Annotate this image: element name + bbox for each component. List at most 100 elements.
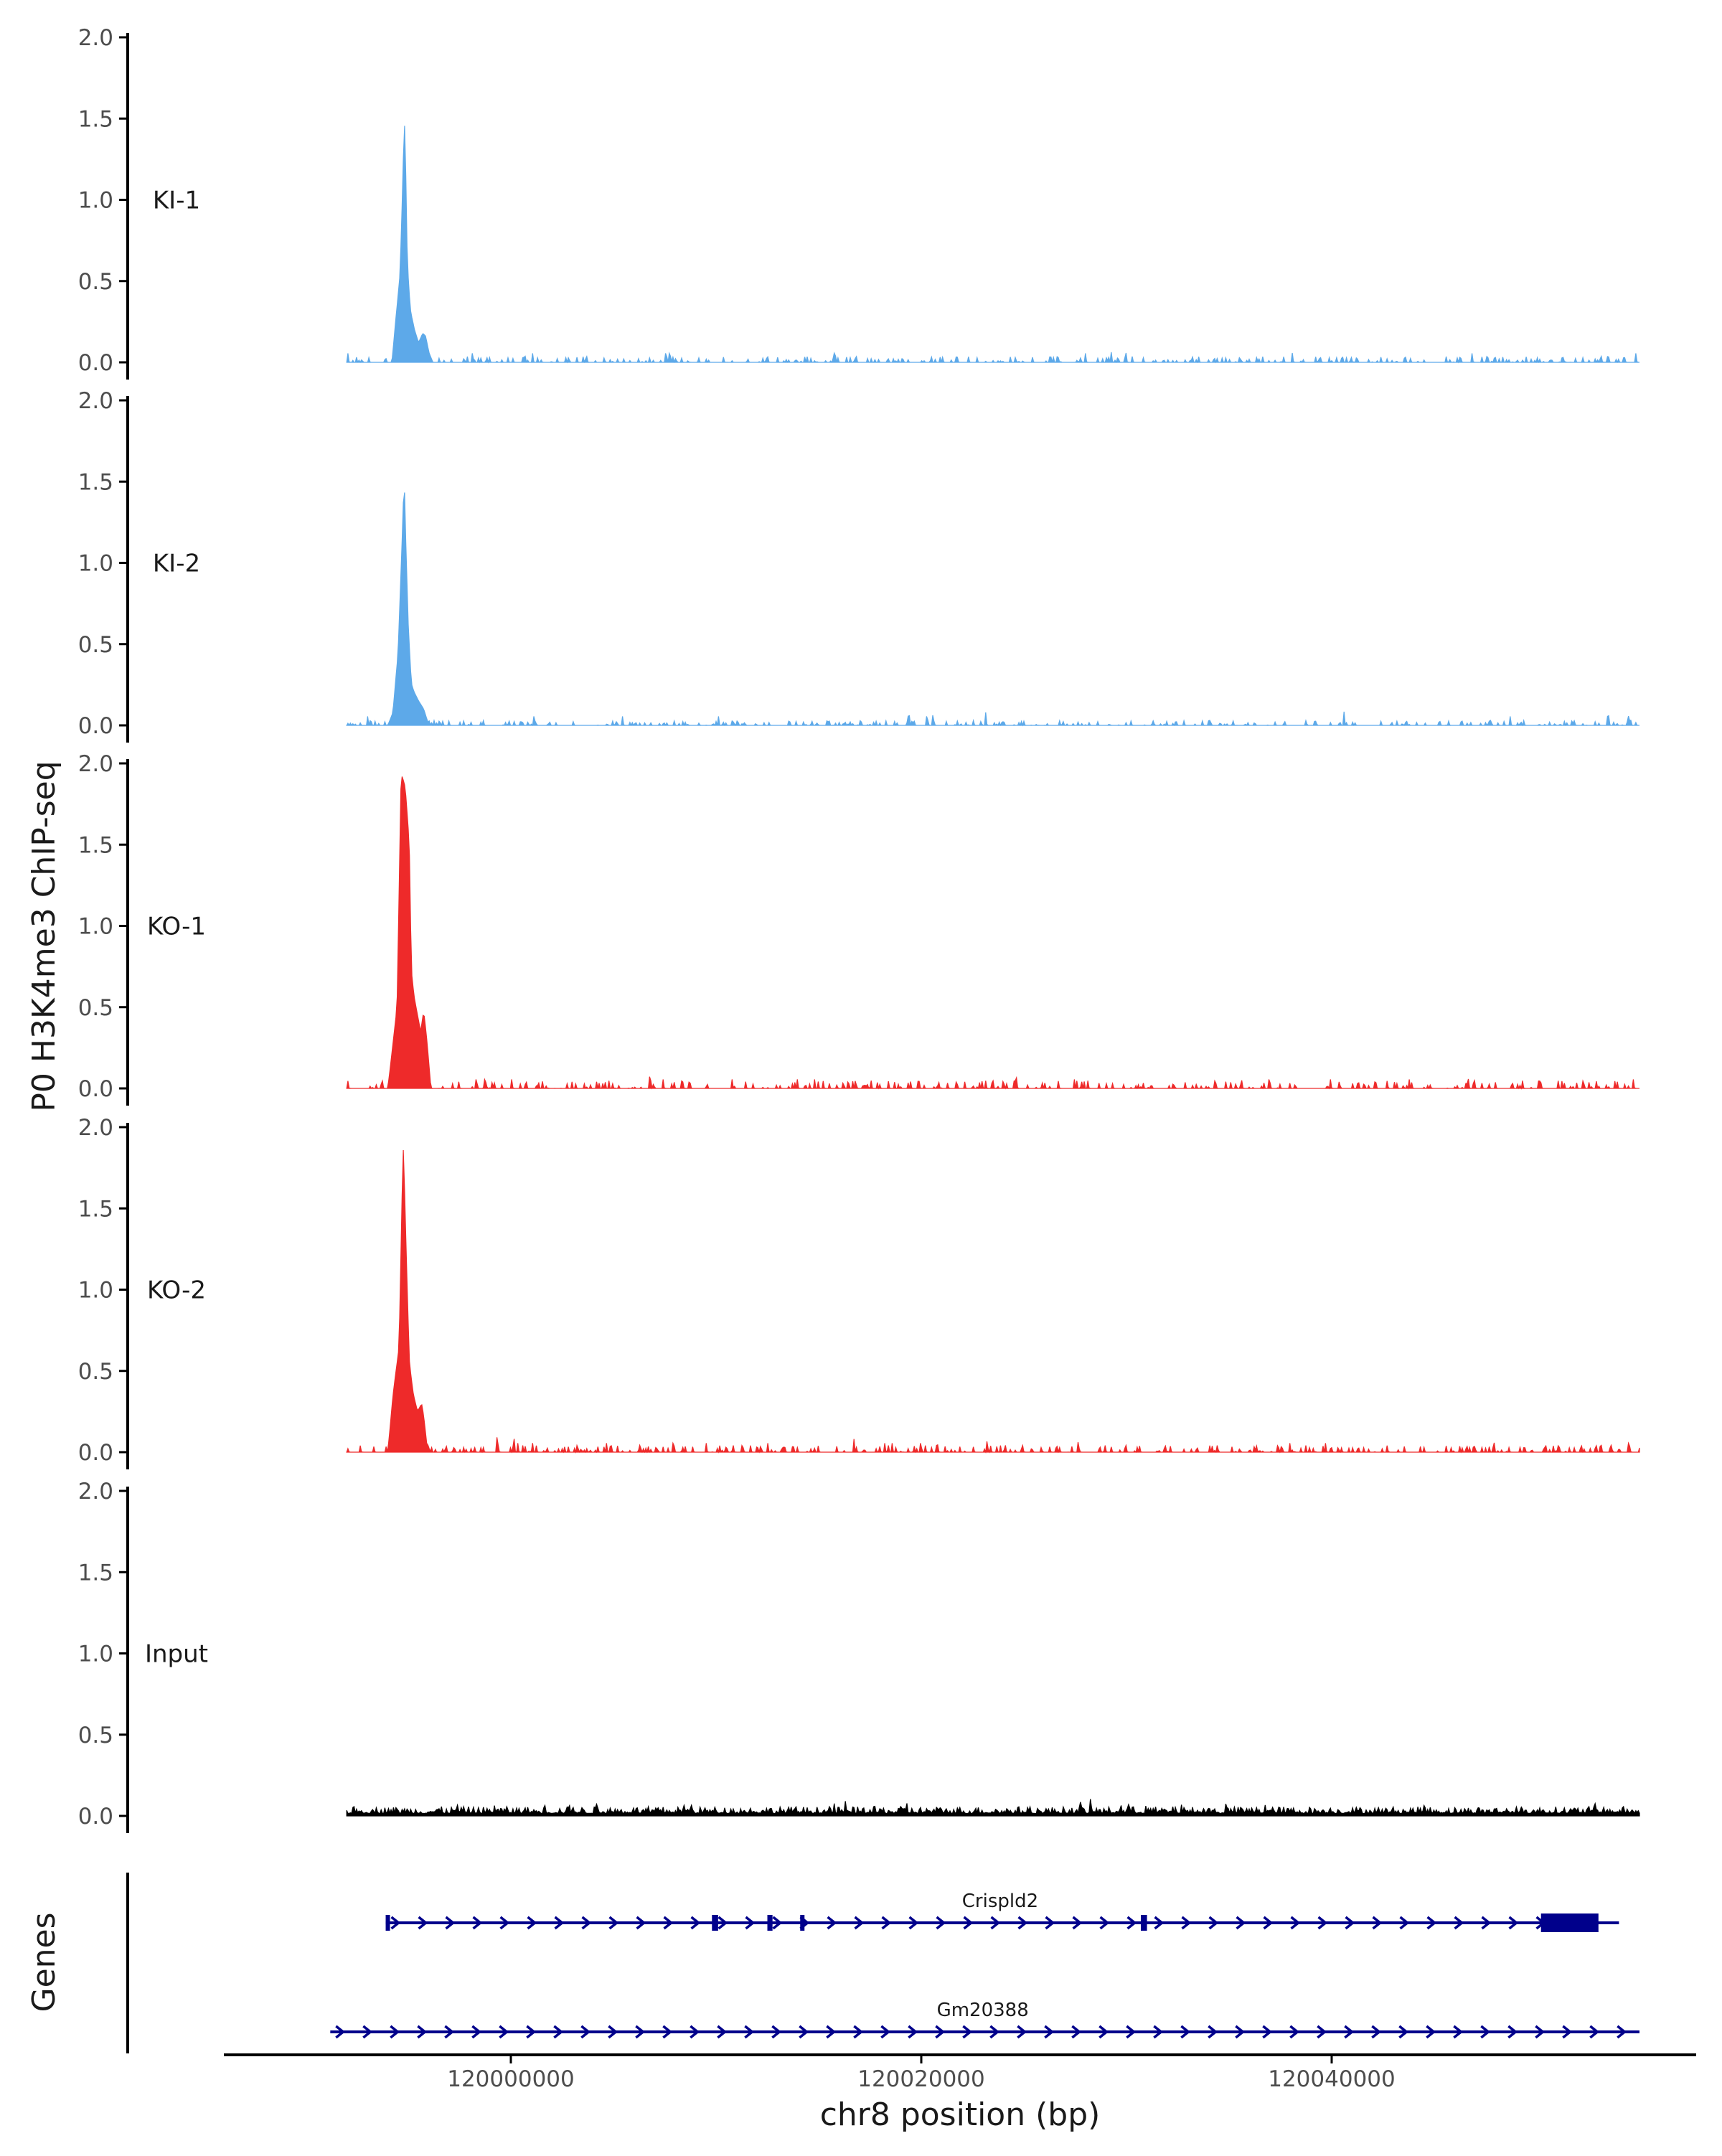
y-tick-label: 1.0	[78, 1642, 113, 1667]
y-tick-label: 1.0	[78, 914, 113, 940]
strand-arrow	[608, 1916, 619, 1930]
y-tick-label: 2.0	[78, 1479, 113, 1505]
exon	[385, 1915, 390, 1931]
strand-arrow	[827, 1916, 837, 1930]
y-tick-label: 2.0	[78, 1115, 113, 1141]
strand-arrow	[527, 1916, 537, 1930]
y-tick-label: 1.5	[78, 106, 113, 132]
strand-arrow	[1044, 2025, 1055, 2039]
strand-arrow	[663, 1916, 674, 1930]
y-tick-label: 2.0	[78, 751, 113, 777]
strand-arrow	[581, 1916, 592, 1930]
strand-arrow	[1126, 1916, 1137, 1930]
strand-arrow	[635, 2025, 646, 2039]
y-tick-label: 0.0	[78, 350, 113, 376]
strand-arrow	[908, 1916, 919, 1930]
strand-arrow	[1099, 1916, 1110, 1930]
strand-arrow	[335, 2025, 346, 2039]
strand-arrow	[1126, 2025, 1137, 2039]
x-tick-label: 120020000	[857, 2066, 985, 2092]
y-tick-label: 2.0	[78, 388, 113, 414]
signal-area	[346, 776, 1639, 1090]
strand-arrow	[471, 2025, 482, 2039]
genes-axis-title: Genes	[26, 1912, 62, 2012]
y-tick-label: 0.5	[78, 269, 113, 295]
strand-arrow	[1344, 2025, 1355, 2039]
track-label: KO-1	[147, 913, 206, 941]
strand-arrow	[362, 2025, 373, 2039]
y-tick-label: 0.0	[78, 1804, 113, 1830]
y-tick-label: 0.0	[78, 713, 113, 739]
strand-arrow	[1017, 2025, 1027, 2039]
y-tick-label: 1.0	[78, 551, 113, 577]
strand-arrow	[417, 2025, 428, 2039]
strand-arrow	[390, 1916, 401, 1930]
y-tick-label: 1.5	[78, 1196, 113, 1222]
strand-arrow	[1562, 2025, 1573, 2039]
signal-area	[346, 126, 1640, 364]
strand-arrow	[1372, 1916, 1383, 1930]
signal-area	[346, 1799, 1640, 1817]
track-ko-2: 0.0 0.5 1.0 1.5 2.0 KO-2	[78, 1115, 1640, 1469]
y-tick-label: 1.0	[78, 188, 113, 214]
strand-arrow	[608, 2025, 618, 2039]
strand-arrow	[1236, 1916, 1246, 1930]
strand-arrow	[1045, 1916, 1055, 1930]
y-tick-label: 1.5	[78, 469, 113, 495]
gene-gm20388: Gm20388	[330, 2000, 1639, 2039]
strand-arrow	[1262, 2025, 1273, 2039]
strand-arrow	[1154, 1916, 1165, 1930]
strand-arrow	[1181, 1916, 1192, 1930]
strand-arrow	[1535, 2025, 1545, 2039]
strand-arrow	[1153, 2025, 1164, 2039]
strand-arrow	[1289, 2025, 1300, 2039]
strand-arrow	[1098, 2025, 1109, 2039]
strand-arrow	[1072, 1916, 1083, 1930]
strand-arrow	[445, 1916, 456, 1930]
track-label: Input	[145, 1640, 208, 1669]
y-tick-label: 0.5	[78, 995, 113, 1021]
strand-arrow	[745, 1916, 756, 1930]
strand-arrow	[935, 2025, 946, 2039]
track-ki-1: 0.0 0.5 1.0 1.5 2.0 KI-1	[78, 25, 1640, 380]
strand-arrow	[499, 1916, 510, 1930]
strand-arrow	[444, 2025, 455, 2039]
strand-arrow	[799, 2025, 809, 2039]
strand-arrow	[1481, 1916, 1492, 1930]
strand-arrow	[390, 2025, 400, 2039]
x-axis-title: chr8 position (bp)	[820, 2096, 1101, 2133]
strand-arrow	[554, 1916, 565, 1930]
strand-arrow	[580, 2025, 591, 2039]
strand-arrow	[990, 1916, 1001, 1930]
strand-arrow	[1071, 2025, 1082, 2039]
signal-area	[346, 492, 1639, 727]
exon	[1141, 1915, 1147, 1931]
strand-arrow	[1617, 2025, 1627, 2039]
strand-arrow	[826, 2025, 837, 2039]
strand-arrow	[1426, 1916, 1437, 1930]
strand-arrow	[1235, 2025, 1246, 2039]
strand-arrow	[989, 2025, 1000, 2039]
strand-arrow	[1263, 1916, 1274, 1930]
exon	[800, 1915, 805, 1931]
strand-arrow	[499, 2025, 509, 2039]
strand-arrow	[1507, 2025, 1518, 2039]
strand-arrow	[908, 2025, 918, 2039]
strand-arrow	[718, 1916, 728, 1930]
y-tick-label: 0.5	[78, 632, 113, 658]
y-tick-label: 0.0	[78, 1440, 113, 1466]
strand-arrow	[771, 2025, 782, 2039]
track-input: 0.0 0.5 1.0 1.5 2.0 Input	[78, 1479, 1640, 1833]
strand-arrow	[1317, 1916, 1328, 1930]
strand-arrow	[1017, 1916, 1028, 1930]
x-tick-label: 120000000	[447, 2066, 575, 2092]
strand-arrow	[553, 2025, 564, 2039]
strand-arrow	[1508, 1916, 1519, 1930]
x-axis: 120000000 120020000 120040000	[224, 2053, 1696, 2092]
y-tick-label: 1.0	[78, 1278, 113, 1304]
strand-arrow	[854, 1916, 865, 1930]
gene-label: Gm20388	[937, 2000, 1029, 2021]
strand-arrow	[1371, 2025, 1382, 2039]
